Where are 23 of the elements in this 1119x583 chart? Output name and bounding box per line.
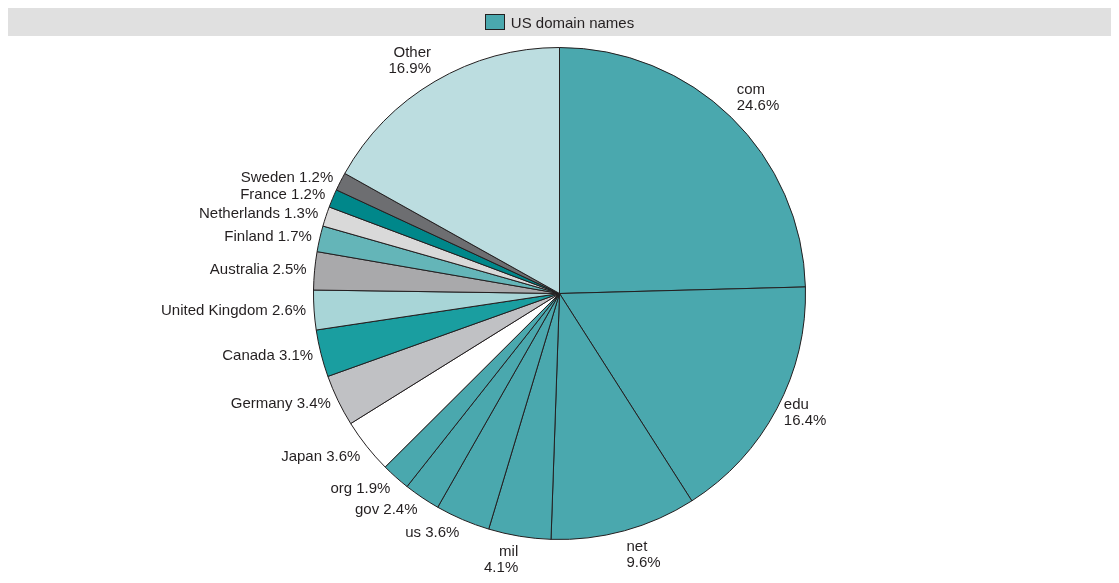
legend-title: US domain names [510,13,635,31]
slice-label: org 1.9% [330,479,391,497]
slice-label: Australia 2.5% [209,260,307,278]
slice-label: Japan 3.6% [281,447,361,465]
slice-label: Sweden 1.2% [240,168,334,186]
data-label: 4.1% [484,558,519,576]
slice-label: Netherlands 1.3% [199,204,319,222]
slice-label: edu [783,394,809,412]
slice-label: gov 2.4% [354,500,418,518]
slice-label: Canada 3.1% [222,345,314,363]
data-label: 24.6% [736,95,780,113]
data-label: 9.6% [626,552,661,570]
slice-label: mil [499,542,519,560]
slice-label: Finland 1.7% [224,227,312,245]
slice-label: net [626,536,649,554]
slice-label: com [736,79,766,97]
slice-label: France 1.2% [240,185,326,203]
data-label: 16.9% [388,58,432,76]
slice-label: United Kingdom 2.6% [160,300,307,318]
slice-label: Germany 3.4% [230,394,331,412]
data-label: 16.4% [783,410,827,428]
slice-label: Other [393,42,432,60]
slice-label: us 3.6% [405,523,460,541]
